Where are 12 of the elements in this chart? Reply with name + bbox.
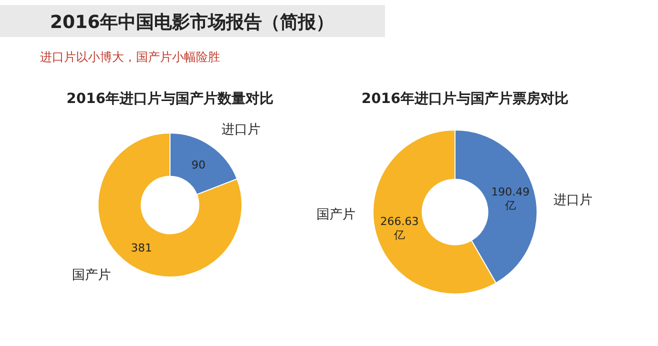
- text: 2016年中国电影市场报告（简报）: [50, 12, 334, 33]
- slice-label: 国产片: [316, 207, 356, 222]
- text: 进口片以小博大，国产片小幅险胜: [40, 50, 220, 64]
- chart-title: 2016年进口片与国产片票房对比: [362, 90, 568, 107]
- data-label: 190.49 亿: [491, 186, 530, 212]
- data-label: 381: [131, 242, 152, 255]
- data-label: 90: [191, 158, 206, 172]
- slice-label: 进口片: [554, 192, 593, 208]
- chart-title: 2016年进口片与国产片数量对比: [66, 90, 274, 107]
- slice-label: 进口片: [222, 122, 261, 138]
- data-label: 266.63 亿: [380, 215, 419, 242]
- slice-label: 国产片: [72, 268, 112, 283]
